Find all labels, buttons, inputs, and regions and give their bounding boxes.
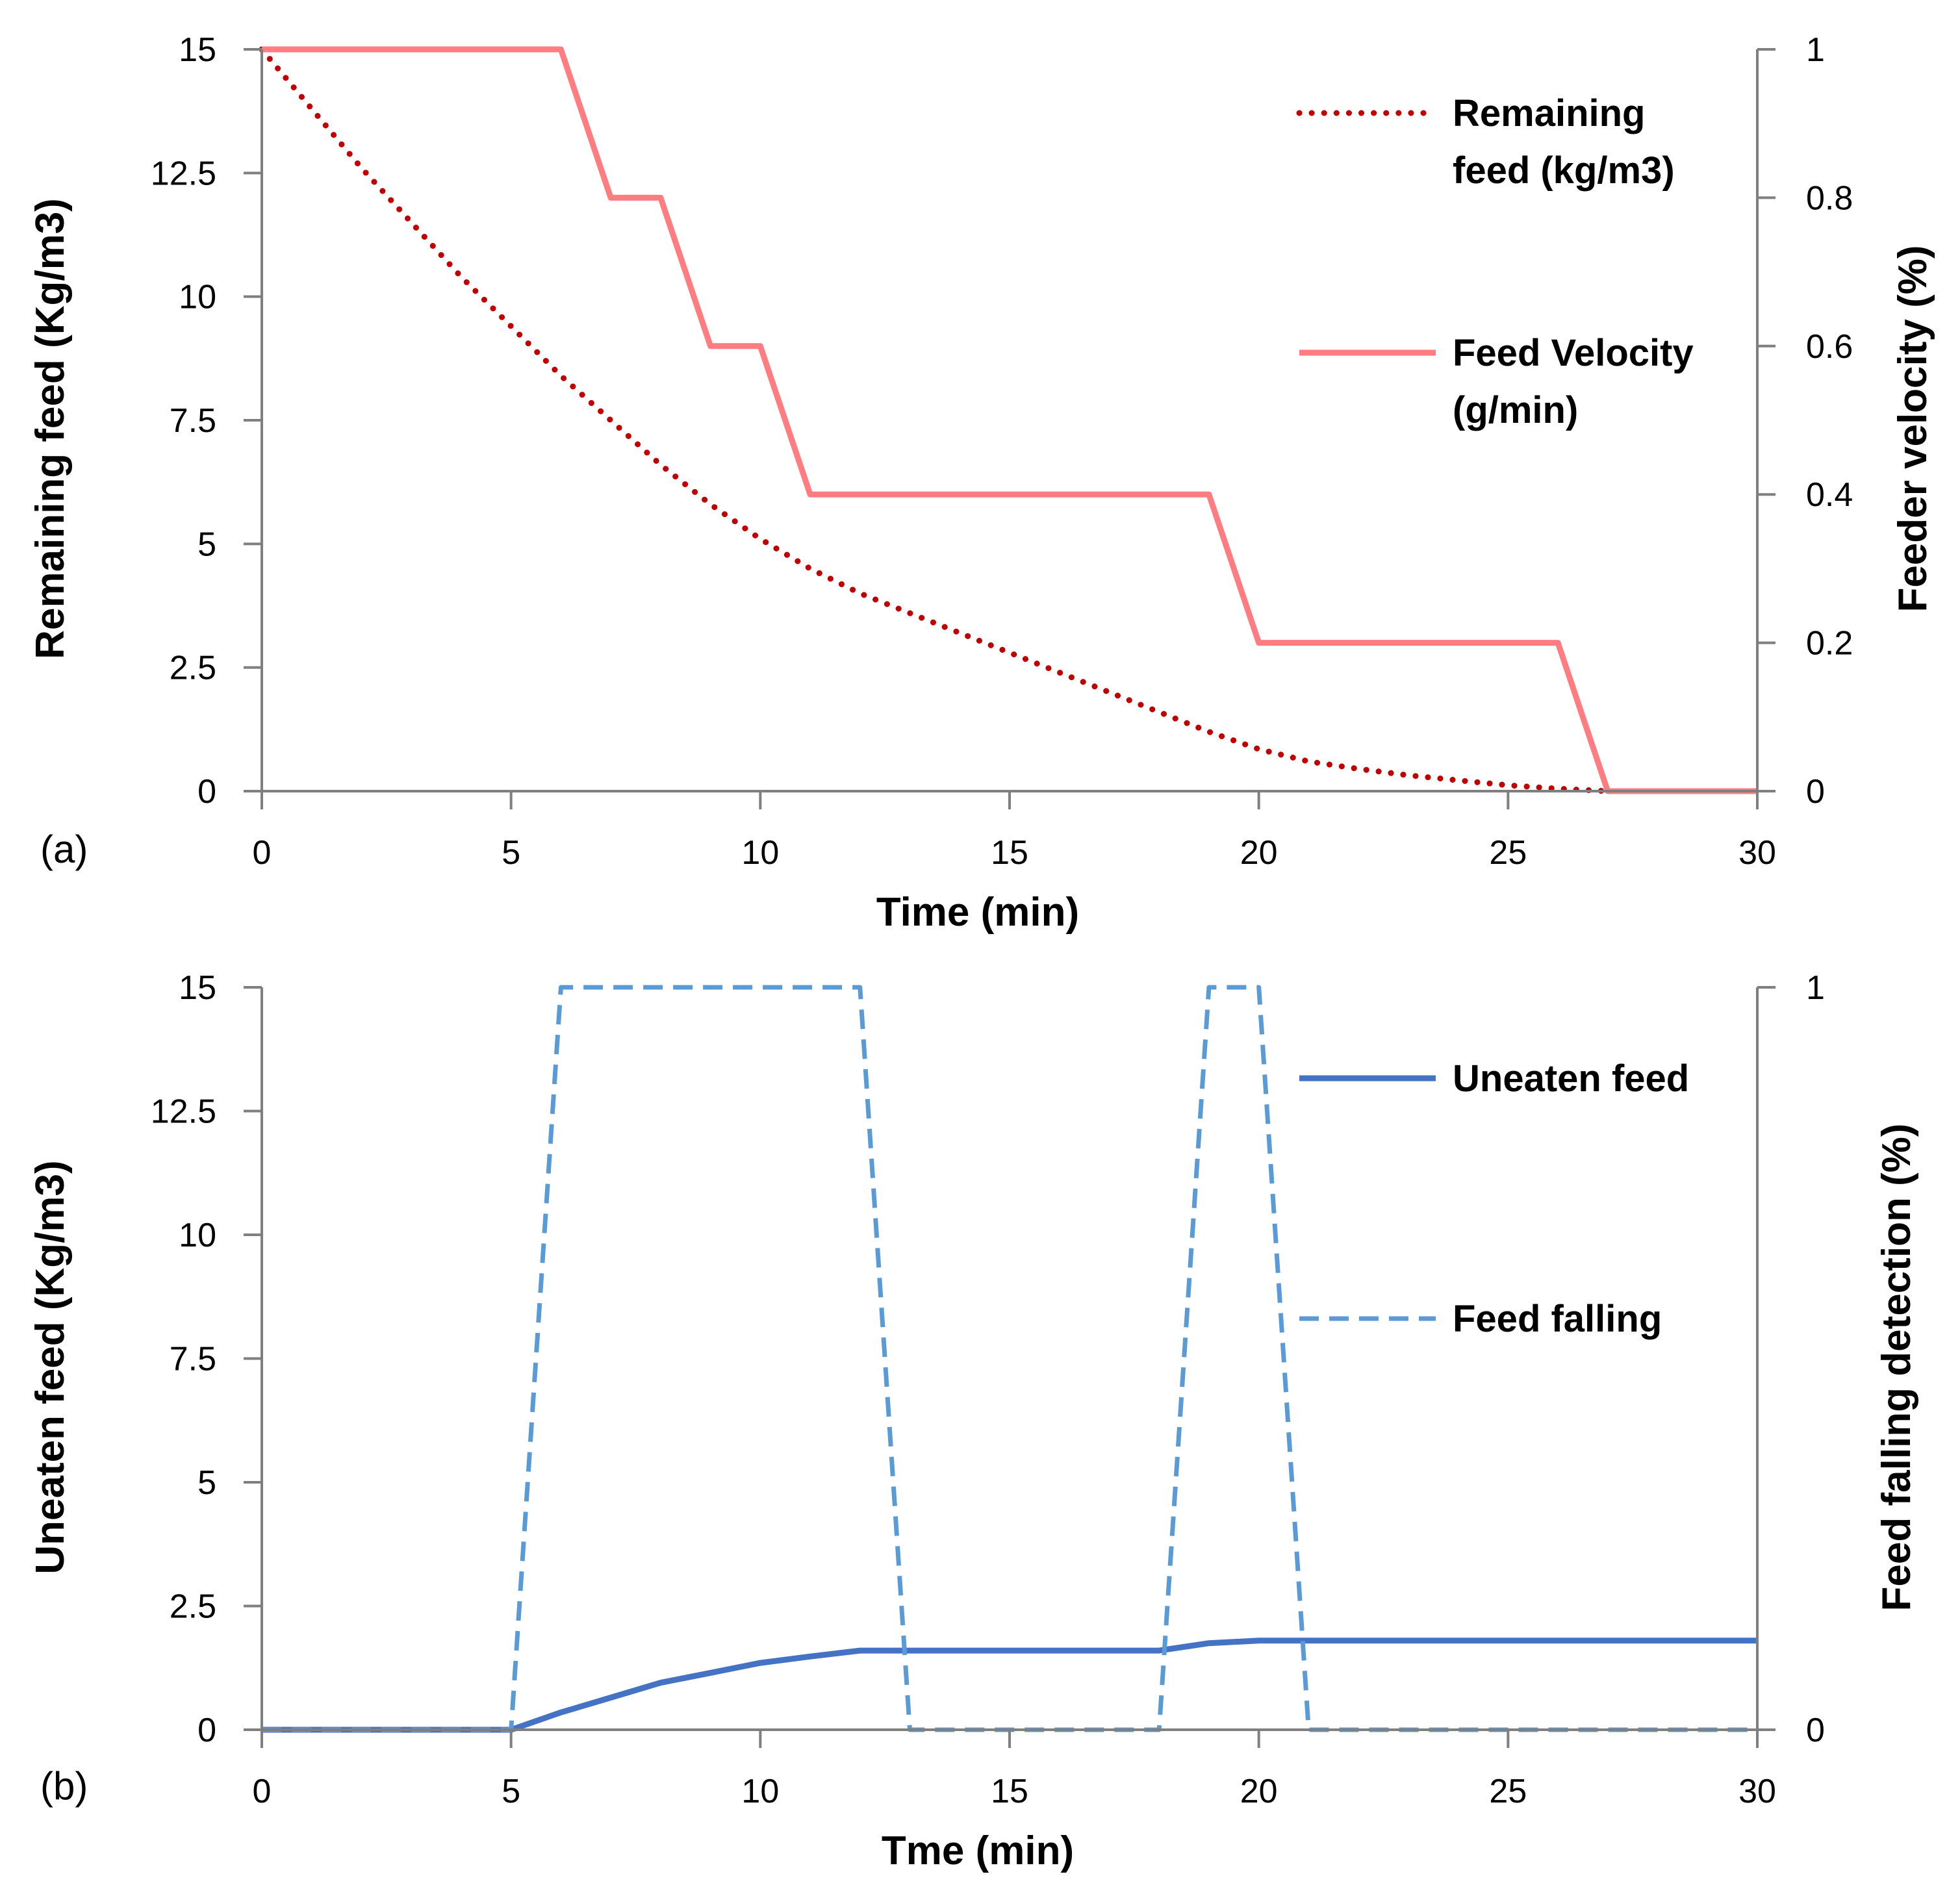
right-tick-label: 0.4: [1806, 476, 1853, 514]
x-tick-label: 0: [253, 1773, 272, 1810]
panel-b-y-left-label: Uneaten feed (Kg/m3): [28, 1160, 73, 1574]
left-tick-label: 5: [197, 1464, 216, 1502]
right-tick-label: 0: [1806, 1712, 1825, 1749]
panel-a-x-ticks: 0 5 10 15 20 25 30: [253, 791, 1776, 872]
panel-b-left-ticks: 0 2.5 5 7.5 10 12.5 15: [151, 969, 262, 1749]
right-tick-label: 1: [1806, 969, 1825, 1007]
legend-label-remaining-feed-line1: Remaining: [1453, 92, 1646, 134]
left-tick-label: 5: [197, 525, 216, 563]
panel-b-x-ticks: 0 5 10 15 20 25 30: [253, 1730, 1776, 1810]
left-tick-label: 10: [179, 1217, 216, 1254]
legend-label-feed-velocity-line2: (g/min): [1453, 389, 1578, 431]
x-tick-label: 5: [502, 834, 520, 872]
x-tick-label: 25: [1489, 1773, 1527, 1810]
left-tick-label: 0: [197, 1712, 216, 1749]
panel-b-right-ticks: 01: [1757, 969, 1825, 1749]
x-tick-label: 15: [991, 834, 1028, 872]
x-tick-label: 15: [991, 1773, 1028, 1810]
x-tick-label: 30: [1738, 834, 1776, 872]
series-line-uneaten-feed: [262, 1638, 1757, 1733]
left-tick-label: 7.5: [170, 1341, 216, 1378]
x-tick-label: 10: [741, 1773, 779, 1810]
panel-b-x-label: Tme (min): [882, 1828, 1074, 1873]
left-tick-label: 12.5: [151, 155, 216, 192]
left-tick-label: 12.5: [151, 1093, 216, 1131]
x-tick-label: 10: [741, 834, 779, 872]
legend-label-feed-falling: Feed falling: [1453, 1298, 1662, 1340]
x-tick-label: 30: [1738, 1773, 1776, 1810]
left-tick-label: 15: [179, 969, 216, 1007]
x-tick-label: 20: [1240, 1773, 1278, 1810]
left-tick-label: 2.5: [170, 1588, 216, 1626]
legend-label-feed-velocity-line1: Feed Velocity: [1453, 332, 1694, 374]
x-tick-label: 20: [1240, 834, 1278, 872]
left-tick-label: 7.5: [170, 402, 216, 440]
left-tick-label: 0: [197, 773, 216, 811]
panel-a-chart: 0 2.5 5 7.5 10 12.5 15 0 0.2 0.4 0.6 0.8 1 0 5 10 15 20…: [28, 31, 1935, 935]
panel-a-y-left-label: Remaining feed (Kg/m3): [28, 198, 73, 659]
legend-label-remaining-feed-line2: feed (kg/m3): [1453, 149, 1675, 192]
panel-a-label: (a): [40, 828, 88, 871]
right-tick-label: 1: [1806, 31, 1825, 69]
panel-a-series: [259, 46, 1757, 794]
x-tick-label: 5: [502, 1773, 520, 1810]
panel-b-y-right-label: Feed falling detection (%): [1874, 1124, 1919, 1612]
panel-a-left-ticks: 0 2.5 5 7.5 10 12.5 15: [151, 31, 262, 811]
series-line-feed-velocity-g-min: [262, 46, 1757, 794]
panel-b-label: (b): [40, 1764, 88, 1808]
series-line-remaining-feed-kg-m3: [259, 46, 1611, 794]
panel-a-x-label: Time (min): [876, 890, 1079, 935]
legend-label-uneaten-feed: Uneaten feed: [1453, 1057, 1689, 1100]
left-tick-label: 15: [179, 31, 216, 69]
panel-a-right-ticks: 0 0.2 0.4 0.6 0.8 1: [1757, 31, 1853, 811]
right-tick-label: 0.2: [1806, 625, 1853, 663]
right-tick-label: 0.8: [1806, 179, 1853, 217]
right-tick-label: 0.6: [1806, 328, 1853, 366]
right-tick-label: 0: [1806, 773, 1825, 811]
x-tick-label: 25: [1489, 834, 1527, 872]
x-tick-label: 0: [253, 834, 272, 872]
left-tick-label: 2.5: [170, 650, 216, 687]
left-tick-label: 10: [179, 279, 216, 316]
panel-a-y-right-label: Feeder velocity (%): [1890, 245, 1935, 612]
